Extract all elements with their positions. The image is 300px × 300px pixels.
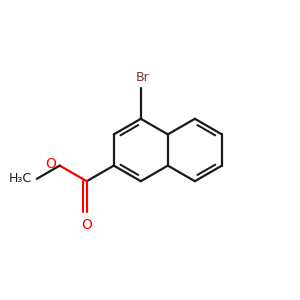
Text: H₃C: H₃C — [9, 172, 32, 185]
Text: Br: Br — [135, 71, 149, 84]
Text: O: O — [45, 157, 56, 171]
Text: O: O — [81, 218, 92, 232]
